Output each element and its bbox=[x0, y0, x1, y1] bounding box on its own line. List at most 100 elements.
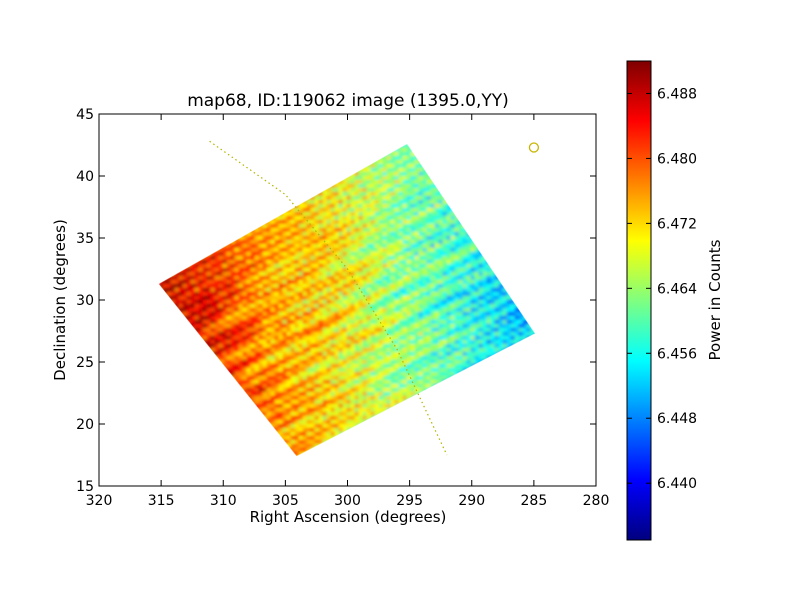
heatmap-cell bbox=[462, 267, 468, 273]
heatmap-cell bbox=[454, 335, 460, 341]
heatmap-cell bbox=[350, 259, 356, 265]
heatmap-cell bbox=[318, 199, 324, 205]
heatmap-cell bbox=[382, 167, 388, 173]
heatmap-cell bbox=[354, 339, 360, 345]
heatmap-cell bbox=[330, 267, 336, 273]
heatmap-cell bbox=[358, 243, 364, 249]
heatmap-cell bbox=[230, 239, 236, 245]
heatmap-cell bbox=[366, 259, 372, 265]
heatmap-cell bbox=[182, 311, 188, 317]
heatmap-cell bbox=[422, 191, 428, 197]
heatmap-cell bbox=[326, 287, 332, 293]
heatmap-cell bbox=[438, 323, 444, 329]
heatmap-cell bbox=[298, 319, 304, 325]
heatmap-cell bbox=[470, 327, 476, 333]
heatmap-cell bbox=[406, 239, 412, 245]
heatmap-cell bbox=[466, 327, 472, 333]
heatmap-cell bbox=[318, 335, 324, 341]
heatmap-cell bbox=[186, 307, 192, 313]
heatmap-cell bbox=[490, 331, 496, 337]
heatmap-cell bbox=[306, 291, 312, 297]
heatmap-cell bbox=[330, 351, 336, 357]
heatmap-cell bbox=[338, 239, 344, 245]
heatmap-cell bbox=[334, 255, 340, 261]
heatmap-cell bbox=[266, 247, 272, 253]
heatmap-cell bbox=[194, 323, 200, 329]
heatmap-cell bbox=[290, 243, 296, 249]
heatmap-cell bbox=[226, 295, 232, 301]
heatmap-cell bbox=[242, 275, 248, 281]
heatmap-cell bbox=[370, 175, 376, 181]
heatmap-cell bbox=[282, 307, 288, 313]
heatmap-cell bbox=[406, 203, 412, 209]
heatmap-cell bbox=[222, 303, 228, 309]
heatmap-cell bbox=[218, 259, 224, 265]
heatmap-cell bbox=[182, 295, 188, 301]
heatmap-cell bbox=[354, 227, 360, 233]
heatmap-cell bbox=[354, 347, 360, 353]
heatmap-cell bbox=[466, 291, 472, 297]
heatmap-cell bbox=[402, 231, 408, 237]
heatmap-cell bbox=[314, 203, 320, 209]
heatmap-cell bbox=[390, 195, 396, 201]
heatmap-cell bbox=[474, 343, 480, 349]
heatmap-cell bbox=[342, 267, 348, 273]
heatmap-cell bbox=[282, 255, 288, 261]
heatmap-cell bbox=[418, 231, 424, 237]
heatmap-cell bbox=[298, 207, 304, 213]
heatmap-cell bbox=[390, 235, 396, 241]
heatmap-cell bbox=[302, 247, 308, 253]
heatmap-cell bbox=[394, 235, 400, 241]
heatmap-cell bbox=[302, 347, 308, 353]
heatmap-cell bbox=[354, 335, 360, 341]
heatmap-cell bbox=[358, 251, 364, 257]
heatmap-cell bbox=[510, 327, 516, 333]
heatmap-cell bbox=[234, 259, 240, 265]
heatmap-cell bbox=[282, 263, 288, 269]
heatmap-cell bbox=[358, 303, 364, 309]
heatmap-cell bbox=[462, 235, 468, 241]
heatmap-cell bbox=[266, 251, 272, 257]
heatmap-cell bbox=[362, 339, 368, 345]
heatmap-cell bbox=[378, 179, 384, 185]
heatmap-cell bbox=[290, 227, 296, 233]
heatmap-cell bbox=[382, 239, 388, 245]
heatmap-cell bbox=[238, 235, 244, 241]
heatmap-cell bbox=[450, 287, 456, 293]
heatmap-cell bbox=[290, 263, 296, 269]
heatmap-cell bbox=[218, 295, 224, 301]
heatmap-cell bbox=[498, 323, 504, 329]
heatmap-cell bbox=[378, 235, 384, 241]
heatmap-cell bbox=[306, 327, 312, 333]
heatmap-cell bbox=[426, 287, 432, 293]
heatmap-cell bbox=[306, 211, 312, 217]
heatmap-cell bbox=[450, 275, 456, 281]
heatmap-cell bbox=[498, 283, 504, 289]
heatmap-cell bbox=[298, 323, 304, 329]
heatmap-cell bbox=[406, 279, 412, 285]
heatmap-cell bbox=[382, 295, 388, 301]
heatmap-cell bbox=[346, 191, 352, 197]
heatmap-cell bbox=[266, 303, 272, 309]
heatmap-cell bbox=[422, 227, 428, 233]
heatmap-cell bbox=[418, 175, 424, 181]
heatmap-cell bbox=[206, 263, 212, 269]
heatmap-cell bbox=[454, 303, 460, 309]
heatmap-cell bbox=[206, 279, 212, 285]
heatmap-cell bbox=[314, 323, 320, 329]
heatmap-cell bbox=[430, 275, 436, 281]
heatmap-cell bbox=[482, 339, 488, 345]
heatmap-cell bbox=[334, 251, 340, 257]
heatmap-cell bbox=[410, 287, 416, 293]
heatmap-cell bbox=[338, 219, 344, 225]
heatmap-cell bbox=[330, 279, 336, 285]
heatmap-cell bbox=[422, 303, 428, 309]
heatmap-cell bbox=[174, 299, 180, 305]
heatmap-cell bbox=[338, 327, 344, 333]
heatmap-cell bbox=[254, 311, 260, 317]
heatmap-cell bbox=[298, 215, 304, 221]
heatmap-cell bbox=[394, 287, 400, 293]
heatmap-cell bbox=[266, 259, 272, 265]
heatmap-cell bbox=[474, 255, 480, 261]
heatmap-cell bbox=[450, 347, 456, 353]
